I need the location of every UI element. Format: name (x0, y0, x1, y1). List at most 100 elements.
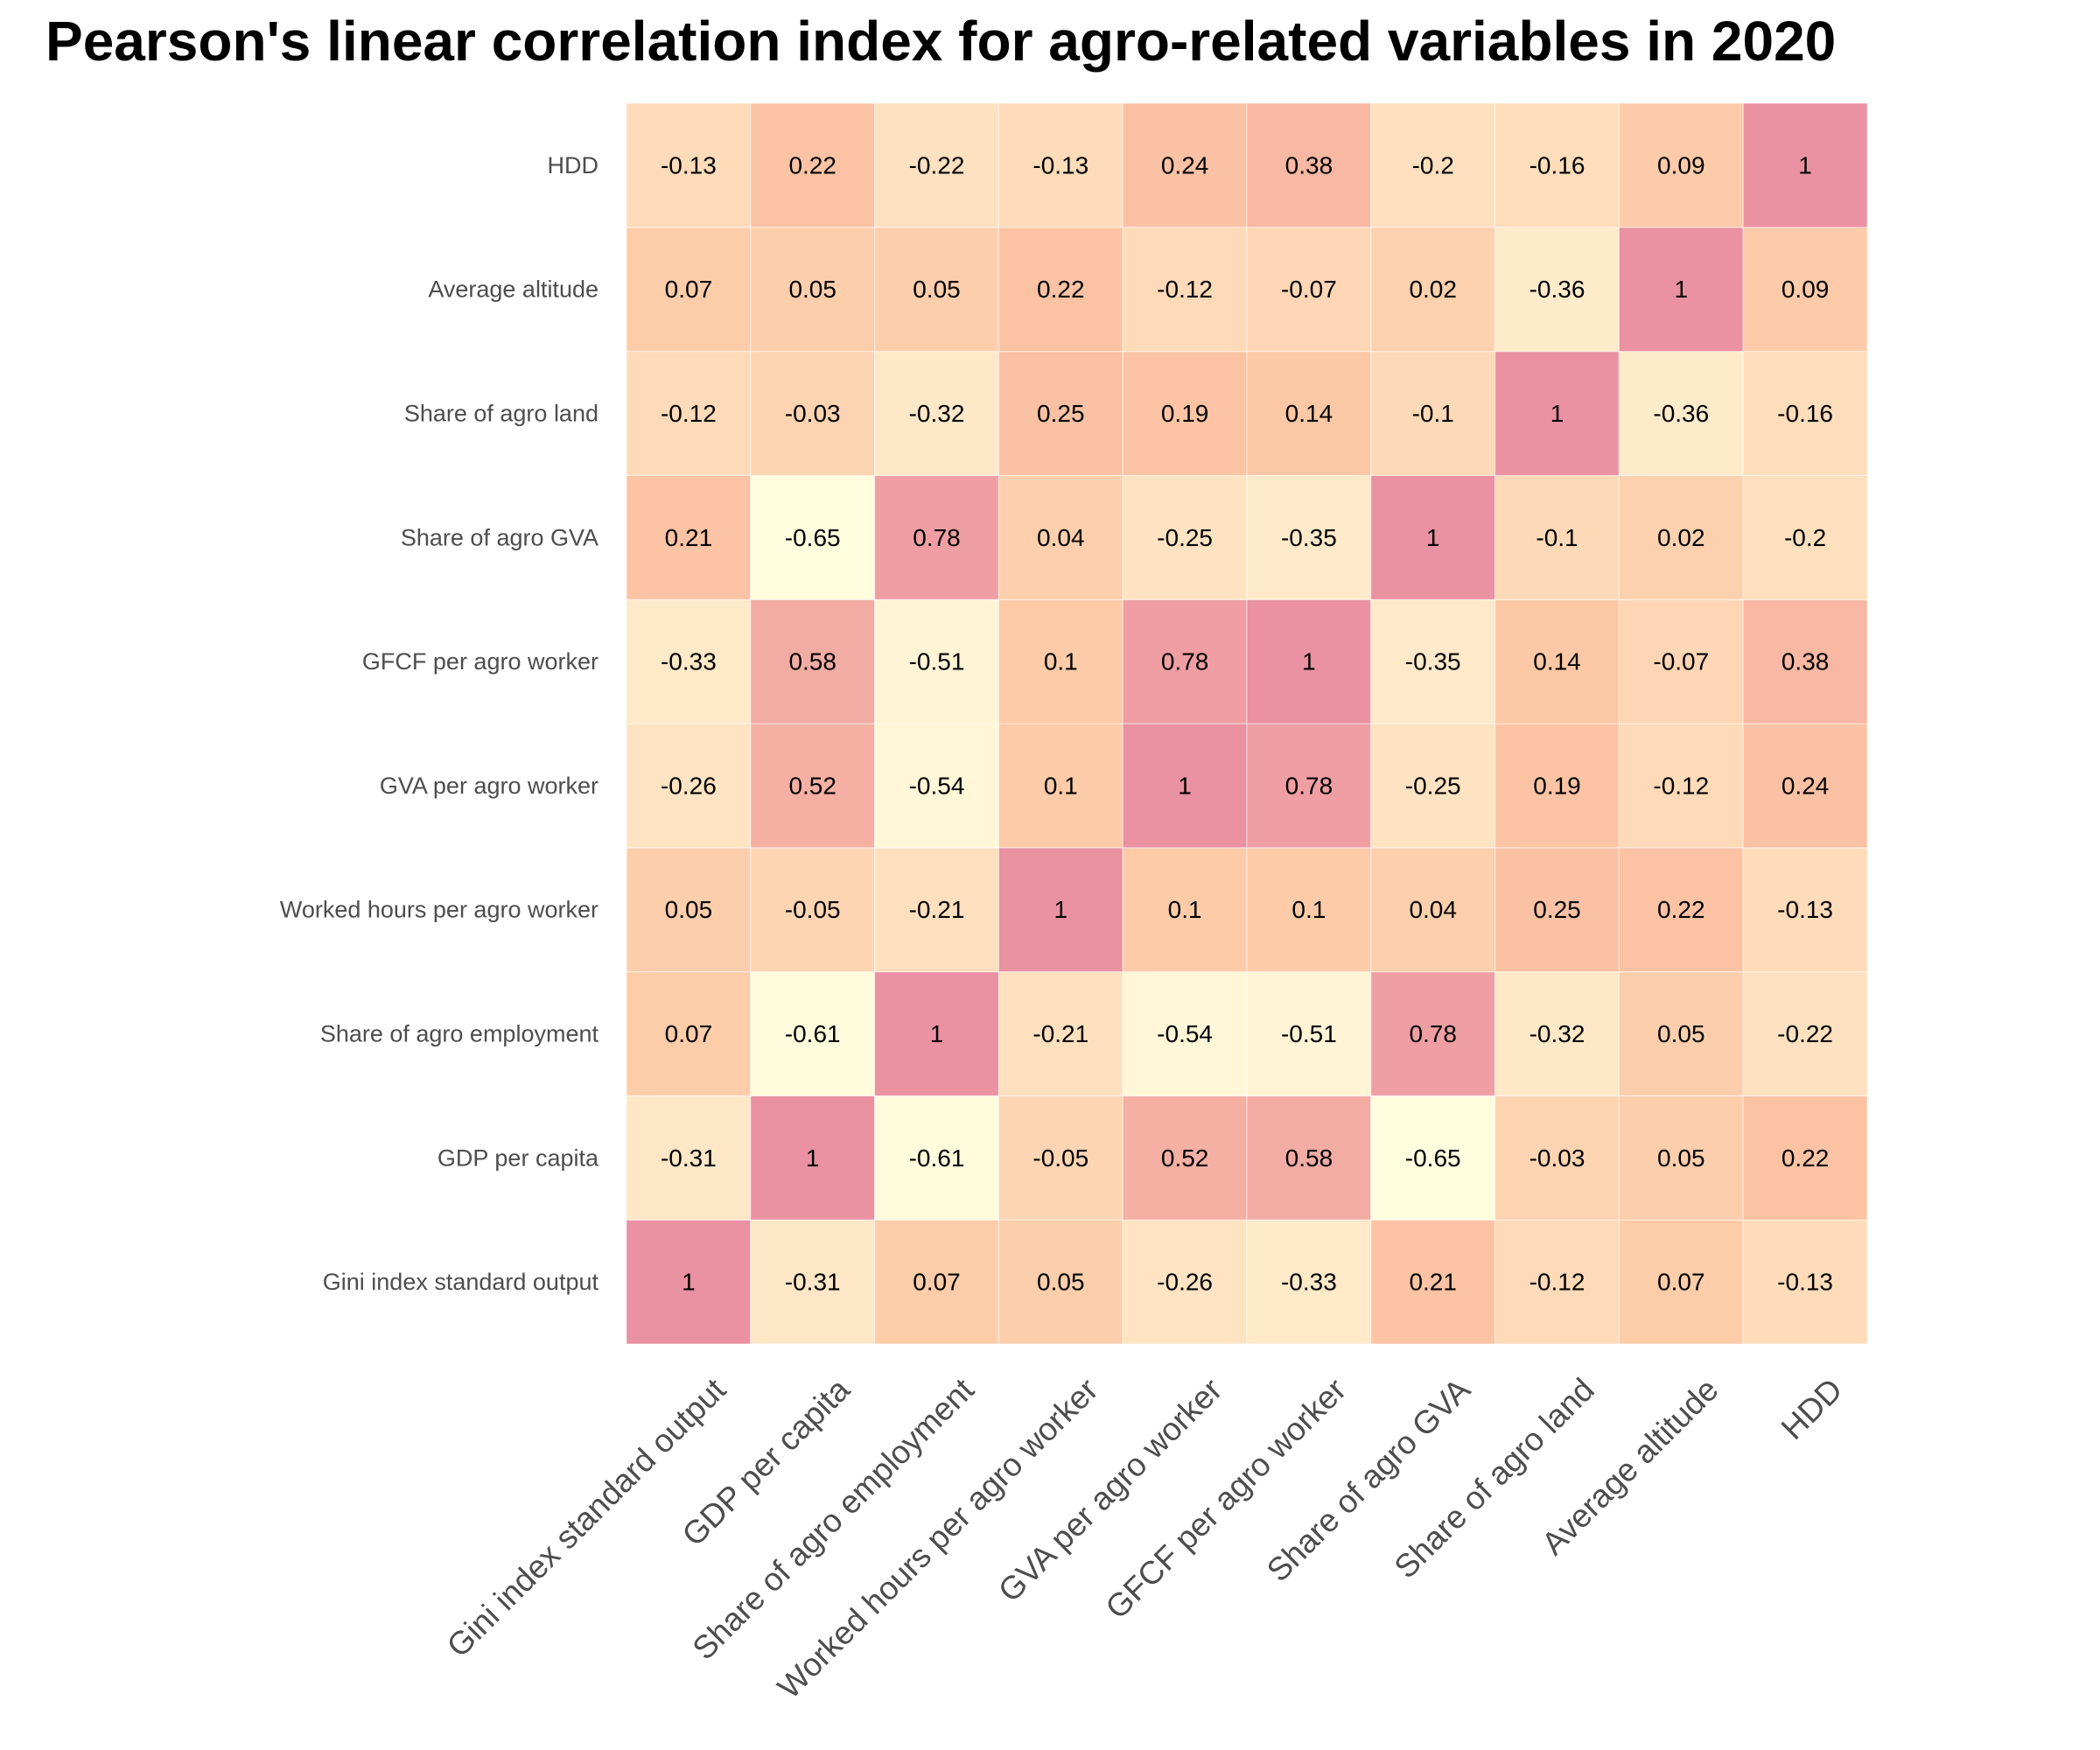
chart-title: Pearson's linear correlation index for a… (46, 10, 1837, 73)
heatmap-cell-share-of-agro-gva-x-gdp-per-capita (750, 474, 876, 600)
cell-value-label: 0.09 (1657, 151, 1705, 178)
cell-value-label: 0.07 (665, 276, 713, 303)
cell-value-label: 1 (806, 1144, 820, 1172)
cell-value-label: 0.14 (1285, 400, 1334, 427)
heatmap-cell-share-of-agro-land-x-hdd (1742, 351, 1868, 477)
heatmap-cell-average-altitude-x-gini-index-standard-output (626, 227, 752, 353)
heatmap-cell-share-of-agro-gva-x-gva-per-agro-worker (1122, 474, 1248, 600)
cell-value-label: -0.33 (1281, 1269, 1337, 1296)
heatmap-cell-gini-index-standard-output-x-gva-per-agro-worker (1122, 1219, 1248, 1345)
heatmap-cell-share-of-agro-employment-x-gfcf-per-agro-worker (1246, 970, 1372, 1096)
heatmap-cell-gdp-per-capita-x-average-altitude (1618, 1095, 1744, 1221)
heatmap-cell-gfcf-per-agro-worker-x-gini-index-standard-output (626, 598, 752, 724)
cell-value-label: -0.32 (1530, 1020, 1586, 1047)
heatmap-cell-average-altitude-x-hdd (1742, 227, 1868, 353)
cell-value-label: 0.58 (788, 648, 836, 676)
cell-value-label: 0.09 (1782, 276, 1830, 303)
heatmap-cell-share-of-agro-land-x-gva-per-agro-worker (1122, 351, 1248, 477)
x-tick-label-gva-per-agro-worker: GVA per agro worker (991, 1371, 1228, 1608)
cell-value-label: 0.38 (1285, 151, 1334, 178)
heatmap-cell-hdd-x-gfcf-per-agro-worker (1246, 102, 1372, 228)
cell-value-label: -0.13 (1032, 151, 1088, 178)
cell-value-label: -0.07 (1653, 648, 1709, 676)
heatmap-cell-gfcf-per-agro-worker-x-share-of-agro-land (1494, 598, 1620, 724)
heatmap-cell-average-altitude-x-share-of-agro-employment (873, 227, 999, 353)
heatmap-cell-gini-index-standard-output-x-share-of-agro-land (1494, 1219, 1620, 1345)
heatmap-cell-gfcf-per-agro-worker-x-share-of-agro-gva (1370, 598, 1496, 724)
cell-value-label: -0.65 (1405, 1144, 1461, 1172)
cell-value-label: -0.21 (909, 896, 965, 923)
heatmap-cell-share-of-agro-gva-x-average-altitude (1618, 474, 1744, 600)
cell-value-label: -0.21 (1032, 1020, 1088, 1047)
cell-value-label: 1 (1054, 896, 1068, 923)
cell-value-label: -0.12 (1653, 772, 1709, 799)
heatmap-cell-hdd-x-share-of-agro-land (1494, 102, 1620, 228)
heatmap-cell-hdd-x-gdp-per-capita (750, 102, 876, 228)
cell-value-label: 0.14 (1533, 648, 1581, 676)
cell-value-label: 0.22 (1782, 1144, 1830, 1172)
y-tick-label-gdp-per-capita: GDP per capita (438, 1144, 599, 1171)
heatmap-cell-gva-per-agro-worker-x-gfcf-per-agro-worker (1246, 723, 1372, 849)
cell-value-label: -0.03 (1530, 1144, 1586, 1172)
heatmap-cell-share-of-agro-gva-x-gfcf-per-agro-worker (1246, 474, 1372, 600)
cell-value-label: 0.05 (1037, 1269, 1085, 1296)
y-tick-label-gini-index-standard-output: Gini index standard output (323, 1269, 599, 1295)
cell-value-label: 0.07 (665, 1020, 713, 1047)
cell-value-label: -0.26 (1157, 1269, 1213, 1296)
heatmap-cell-share-of-agro-employment-x-share-of-agro-employment (873, 970, 999, 1096)
cell-value-label: 0.1 (1168, 896, 1202, 923)
heatmap-cell-share-of-agro-gva-x-share-of-agro-employment (873, 474, 999, 600)
heatmap-cell-hdd-x-worked-hours-per-agro-worker (998, 102, 1124, 228)
heatmap-cell-gfcf-per-agro-worker-x-share-of-agro-employment (873, 598, 999, 724)
heatmap-cell-share-of-agro-land-x-average-altitude (1618, 351, 1744, 477)
cell-value-label: -0.2 (1784, 524, 1826, 551)
cell-value-label: 0.1 (1044, 648, 1078, 676)
cell-value-label: -0.26 (661, 772, 717, 799)
heatmap-cell-gva-per-agro-worker-x-share-of-agro-employment (873, 723, 999, 849)
heatmap-cell-gdp-per-capita-x-gdp-per-capita (750, 1095, 876, 1221)
heatmap-cell-share-of-agro-employment-x-gini-index-standard-output (626, 970, 752, 1096)
heatmap-cell-share-of-agro-land-x-share-of-agro-gva (1370, 351, 1496, 477)
heatmap-cell-hdd-x-hdd (1742, 102, 1868, 228)
cell-value-label: 1 (1798, 151, 1812, 178)
heatmap-cell-worked-hours-per-agro-worker-x-average-altitude (1618, 847, 1744, 973)
heatmap-cell-gdp-per-capita-x-share-of-agro-gva (1370, 1095, 1496, 1221)
cell-value-label: -0.13 (1777, 896, 1833, 923)
x-tick-label-gfcf-per-agro-worker: GFCF per agro worker (1099, 1371, 1354, 1626)
heatmap-cell-gini-index-standard-output-x-gini-index-standard-output (626, 1219, 752, 1345)
heatmap-cell-gdp-per-capita-x-worked-hours-per-agro-worker (998, 1095, 1124, 1221)
heatmap-cell-worked-hours-per-agro-worker-x-share-of-agro-gva (1370, 847, 1496, 973)
heatmap-cell-worked-hours-per-agro-worker-x-gini-index-standard-output (626, 847, 752, 973)
heatmap-cell-share-of-agro-gva-x-hdd (1742, 474, 1868, 600)
cell-value-label: 0.05 (1657, 1144, 1705, 1172)
heatmap-cell-share-of-agro-gva-x-share-of-agro-land (1494, 474, 1620, 600)
cell-value-label: 0.38 (1782, 648, 1830, 676)
cell-value-label: -0.12 (661, 400, 717, 427)
cell-value-label: 0.22 (1037, 276, 1085, 303)
cell-value-label: 0.22 (788, 151, 836, 178)
cell-value-label: 1 (1178, 772, 1192, 799)
cell-value-label: 0.02 (1657, 524, 1705, 551)
heatmap-cell-gva-per-agro-worker-x-gini-index-standard-output (626, 723, 752, 849)
y-tick-label-worked-hours-per-agro-worker: Worked hours per agro worker (280, 897, 598, 923)
heatmap-cell-share-of-agro-employment-x-worked-hours-per-agro-worker (998, 970, 1124, 1096)
cell-value-label: 0.21 (665, 524, 713, 551)
cell-value-label: -0.05 (785, 896, 841, 923)
heatmap-cell-gini-index-standard-output-x-hdd (1742, 1219, 1868, 1345)
cell-value-label: 0.21 (1409, 1269, 1457, 1296)
cell-value-label: 0.05 (665, 896, 713, 923)
heatmap-cell-share-of-agro-employment-x-gdp-per-capita (750, 970, 876, 1096)
heatmap-cell-gva-per-agro-worker-x-gdp-per-capita (750, 723, 876, 849)
cell-value-label: -0.61 (785, 1020, 841, 1047)
cell-value-label: -0.07 (1281, 276, 1337, 303)
heatmap-cell-gva-per-agro-worker-x-share-of-agro-land (1494, 723, 1620, 849)
x-tick-label-hdd: HDD (1774, 1371, 1850, 1446)
heatmap-cell-gva-per-agro-worker-x-hdd (1742, 723, 1868, 849)
heatmap-cell-gva-per-agro-worker-x-worked-hours-per-agro-worker (998, 723, 1124, 849)
heatmap-cell-average-altitude-x-gfcf-per-agro-worker (1246, 227, 1372, 353)
heatmap-cell-gini-index-standard-output-x-worked-hours-per-agro-worker (998, 1219, 1124, 1345)
cell-value-label: 1 (1675, 276, 1689, 303)
x-tick-label-share-of-agro-gva: Share of agro GVA (1260, 1371, 1477, 1588)
heatmap-cell-gdp-per-capita-x-share-of-agro-land (1494, 1095, 1620, 1221)
heatmap-cell-average-altitude-x-gdp-per-capita (750, 227, 876, 353)
